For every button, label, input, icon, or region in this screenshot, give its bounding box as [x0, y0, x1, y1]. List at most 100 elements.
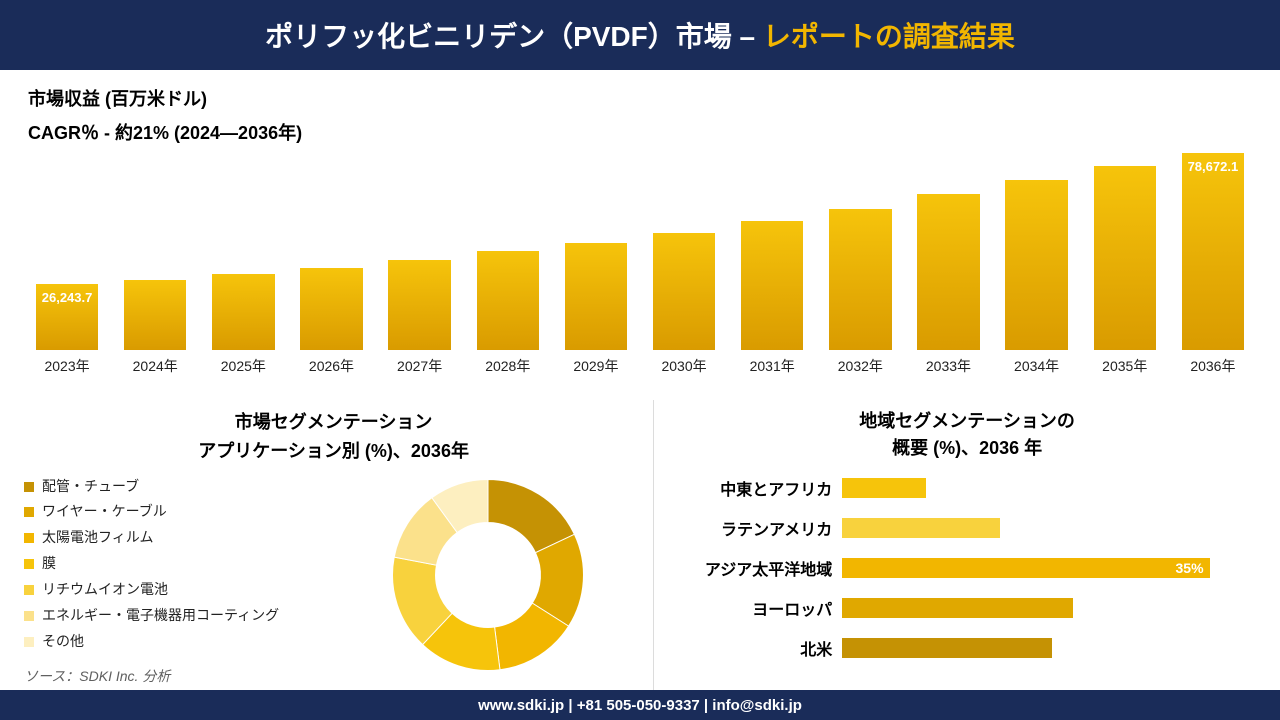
legend-swatch [24, 585, 34, 595]
region-row: 中東とアフリカ [672, 476, 1262, 500]
region-bar [842, 598, 1073, 618]
bar [741, 221, 804, 350]
bar-x-label: 2030年 [661, 356, 706, 376]
region-bar [842, 638, 1052, 658]
bar-chart-meta: 市場収益 (百万米ドル) CAGR％ - 約21% (2024―2036年) [28, 82, 1252, 150]
bar-group: 2026年 [292, 268, 370, 377]
region-label: ラテンアメリカ [672, 516, 842, 540]
bar-group: 2030年 [645, 233, 723, 377]
region-bar [842, 478, 926, 498]
region-label: ヨーロッパ [672, 596, 842, 620]
legend-item: 太陽電池フィルム [24, 525, 324, 551]
footer-text: www.sdki.jp | +81 505-050-9337 | info@sd… [478, 697, 802, 714]
bar-group: 78,672.1 2036年 [1174, 153, 1252, 376]
bar [124, 280, 187, 350]
region-bar-wrap [842, 518, 1262, 538]
lower-section: 市場セグメンテーション アプリケーション別 (%)、2036年 配管・チューブワ… [0, 400, 1280, 690]
bar-group: 2031年 [733, 221, 811, 376]
bar-x-label: 2024年 [133, 356, 178, 376]
footer-bar: www.sdki.jp | +81 505-050-9337 | info@sd… [0, 690, 1280, 720]
legend-swatch [24, 559, 34, 569]
bar-group: 2035年 [1086, 166, 1164, 376]
bar [477, 251, 540, 350]
region-row: 北米 [672, 636, 1262, 660]
legend-item: 配管・チューブ [24, 474, 324, 500]
legend-item: その他 [24, 629, 324, 655]
bar-group: 2027年 [381, 260, 459, 376]
bar-x-label: 2032年 [838, 356, 883, 376]
bar-x-label: 2035年 [1102, 356, 1147, 376]
region-panel: 地域セグメンテーションの 概要 (%)、2036 年 中東とアフリカラテンアメリ… [654, 400, 1280, 690]
legend-swatch [24, 637, 34, 647]
donut-chart [332, 470, 643, 680]
donut-panel: 市場セグメンテーション アプリケーション別 (%)、2036年 配管・チューブワ… [0, 400, 654, 690]
title-plain: ポリフッ化ビニリデン（PVDF）市場 – [265, 21, 755, 52]
bar [388, 260, 451, 350]
region-bar-wrap: 35% [842, 558, 1262, 578]
header-bar: ポリフッ化ビニリデン（PVDF）市場 – レポートの調査結果 [0, 0, 1280, 70]
region-bar: 35% [842, 558, 1209, 578]
region-bar [842, 518, 999, 538]
region-title: 地域セグメンテーションの 概要 (%)、2036 年 [672, 408, 1262, 462]
legend-swatch [24, 482, 34, 492]
bar [1005, 180, 1068, 350]
legend-swatch [24, 611, 34, 621]
region-label: アジア太平洋地域 [672, 556, 842, 580]
bar [829, 209, 892, 350]
bar-x-label: 2028年 [485, 356, 530, 376]
donut-title-line1: 市場セグメンテーション [24, 408, 643, 437]
region-label: 北米 [672, 636, 842, 660]
bar-group: 2024年 [116, 280, 194, 376]
donut-title-line2: アプリケーション別 (%)、2036年 [24, 437, 643, 466]
bar-x-label: 2025年 [221, 356, 266, 376]
region-row: アジア太平洋地域 35% [672, 556, 1262, 580]
bar-group: 2033年 [909, 194, 987, 376]
bar [653, 233, 716, 351]
bar-group: 2034年 [998, 180, 1076, 376]
region-title-line1: 地域セグメンテーションの [672, 408, 1262, 435]
bar: 26,243.7 [36, 284, 99, 350]
legend-label: リチウムイオン電池 [42, 577, 168, 603]
legend-label: ワイヤー・ケーブル [42, 499, 167, 525]
bar-x-label: 2027年 [397, 356, 442, 376]
legend-label: 膜 [42, 551, 56, 577]
legend-label: 太陽電池フィルム [42, 525, 153, 551]
bar [300, 268, 363, 351]
bar-x-label: 2029年 [573, 356, 618, 376]
bar [1094, 166, 1157, 350]
legend-label: エネルギー・電子機器用コーティング [42, 603, 279, 629]
title-accent: レポートの調査結果 [763, 21, 1015, 52]
source-text: ソース：SDKI Inc. 分析 [24, 666, 170, 686]
region-label: 中東とアフリカ [672, 476, 842, 500]
region-bar-wrap [842, 478, 1262, 498]
region-row: ヨーロッパ [672, 596, 1262, 620]
bar: 78,672.1 [1182, 153, 1245, 350]
bar-chart-section: 市場収益 (百万米ドル) CAGR％ - 約21% (2024―2036年) 2… [0, 70, 1280, 400]
bar-group: 2028年 [469, 251, 547, 376]
donut-legend: 配管・チューブワイヤー・ケーブル太陽電池フィルム膜リチウムイオン電池エネルギー・… [24, 470, 324, 655]
bar-meta-line1: 市場収益 (百万米ドル) [28, 82, 1252, 116]
legend-label: その他 [42, 629, 84, 655]
bar [565, 243, 628, 351]
bar-x-label: 2031年 [750, 356, 795, 376]
bar-x-label: 2026年 [309, 356, 354, 376]
region-value-label: 35% [1176, 558, 1204, 578]
bar [212, 274, 275, 350]
region-bar-wrap [842, 638, 1262, 658]
region-bar-chart: 中東とアフリカラテンアメリカアジア太平洋地域 35% ヨーロッパ北米 [672, 472, 1262, 660]
bar-group: 2029年 [557, 243, 635, 377]
legend-swatch [24, 507, 34, 517]
bar-x-label: 2034年 [1014, 356, 1059, 376]
bar-group: 2025年 [204, 274, 282, 376]
donut-title: 市場セグメンテーション アプリケーション別 (%)、2036年 [24, 408, 643, 466]
bar-x-label: 2033年 [926, 356, 971, 376]
bar-x-label: 2036年 [1190, 356, 1235, 376]
region-row: ラテンアメリカ [672, 516, 1262, 540]
bar-x-label: 2023年 [44, 356, 89, 376]
bar-value-label: 78,672.1 [1182, 159, 1245, 174]
legend-item: エネルギー・電子機器用コーティング [24, 603, 324, 629]
bar [917, 194, 980, 350]
bar-chart: 26,243.7 2023年 2024年 2025年 2026年 2027年 2028年 20… [28, 146, 1252, 376]
bar-value-label: 26,243.7 [36, 290, 99, 305]
bar-group: 26,243.7 2023年 [28, 284, 106, 376]
